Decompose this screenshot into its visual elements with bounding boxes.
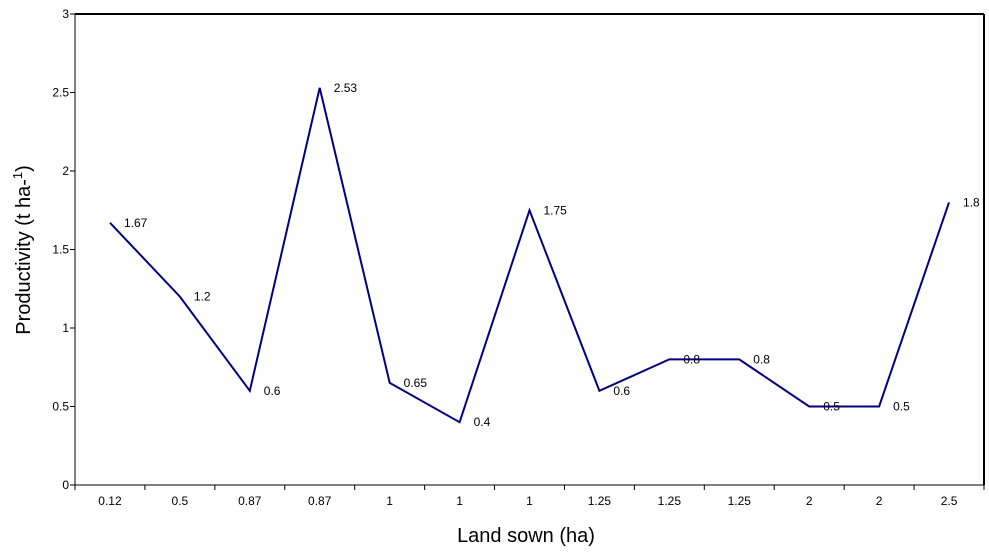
data-label: 0.4 [474, 415, 491, 429]
y-axis-ticks: 0 0.5 1 1.5 2 2.5 3 [52, 7, 75, 492]
series-line-group [109, 87, 950, 424]
x-tick-label: 0.12 [98, 494, 122, 508]
data-label: 1.2 [194, 290, 211, 304]
x-axis-ticks: 0.12 0.5 0.87 0.87 1 1 1 1.25 1.25 1.25 2 2 2.5 [74, 485, 985, 508]
x-tick-label: 0.87 [308, 494, 332, 508]
data-label: 1.67 [124, 216, 148, 230]
x-tick-label: 1.25 [728, 494, 752, 508]
data-labels: 1.67 1.2 0.6 2.53 0.65 0.4 1.75 0.6 0.8 0.8 0.5 0.5… [124, 81, 980, 429]
data-label: 0.6 [264, 384, 281, 398]
plot-frame [74, 13, 985, 486]
x-tick-label: 2 [806, 494, 813, 508]
data-label: 0.8 [683, 352, 700, 366]
series-line [109, 87, 950, 424]
data-label: 0.5 [893, 400, 910, 414]
data-label: 2.53 [334, 81, 358, 95]
x-tick-label: 0.87 [238, 494, 262, 508]
y-tick-label: 0.5 [52, 400, 69, 414]
x-axis-title: Land sown (ha) [457, 525, 595, 547]
y-axis-title-prefix: Productivity (t ha- [13, 179, 35, 335]
y-axis-title-suffix: ) [13, 165, 35, 172]
x-tick-label: 1.25 [658, 494, 682, 508]
data-label: 0.6 [613, 384, 630, 398]
data-label: 1.8 [963, 195, 980, 209]
y-tick-label: 2 [62, 164, 69, 178]
data-label: 0.5 [823, 400, 840, 414]
x-tick-label: 1 [526, 494, 533, 508]
y-tick-label: 1.5 [52, 243, 69, 257]
x-tick-label: 2.5 [941, 494, 958, 508]
x-tick-label: 1.25 [588, 494, 612, 508]
y-tick-label: 0 [62, 478, 69, 492]
data-label: 0.8 [753, 352, 770, 366]
y-tick-label: 3 [62, 7, 69, 21]
x-tick-label: 1 [456, 494, 463, 508]
data-label: 1.75 [544, 203, 568, 217]
x-tick-label: 1 [386, 494, 393, 508]
data-label: 0.65 [404, 376, 428, 390]
y-axis-title-superscript: 1 [10, 172, 25, 179]
y-axis-title: Productivity (t ha-1) [10, 165, 35, 335]
y-tick-label: 1 [62, 321, 69, 335]
x-tick-label: 2 [876, 494, 883, 508]
y-tick-label: 2.5 [52, 86, 69, 100]
x-tick-label: 0.5 [172, 494, 189, 508]
